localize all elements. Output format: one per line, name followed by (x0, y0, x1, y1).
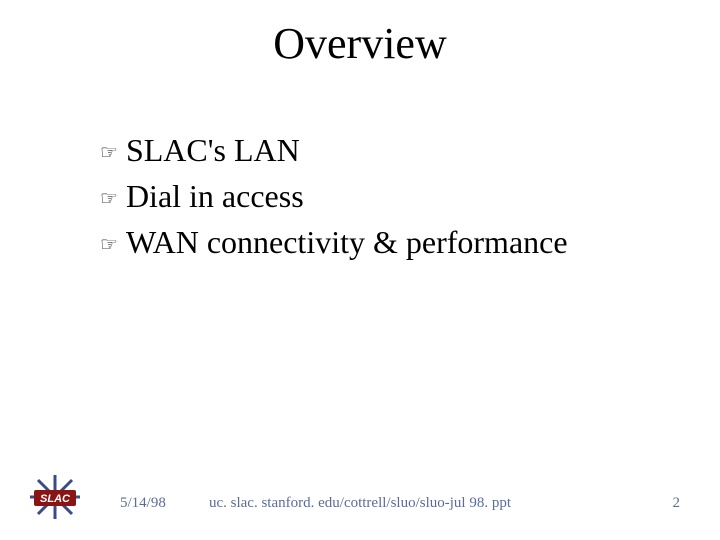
bullet-list: ☞ SLAC's LAN ☞ Dial in access ☞ WAN conn… (100, 130, 660, 268)
bullet-text: SLAC's LAN (126, 130, 300, 170)
footer-path: uc. slac. stanford. edu/cottrell/sluo/sl… (0, 495, 720, 512)
bullet-text: WAN connectivity & performance (126, 222, 568, 262)
bullet-marker-icon: ☞ (100, 141, 118, 166)
slide-title: Overview (0, 18, 720, 69)
slide: Overview ☞ SLAC's LAN ☞ Dial in access ☞… (0, 0, 720, 540)
bullet-marker-icon: ☞ (100, 233, 118, 258)
bullet-item: ☞ Dial in access (100, 176, 660, 216)
bullet-item: ☞ WAN connectivity & performance (100, 222, 660, 262)
bullet-marker-icon: ☞ (100, 187, 118, 212)
footer-page-number: 2 (673, 495, 681, 512)
bullet-item: ☞ SLAC's LAN (100, 130, 660, 170)
bullet-text: Dial in access (126, 176, 304, 216)
